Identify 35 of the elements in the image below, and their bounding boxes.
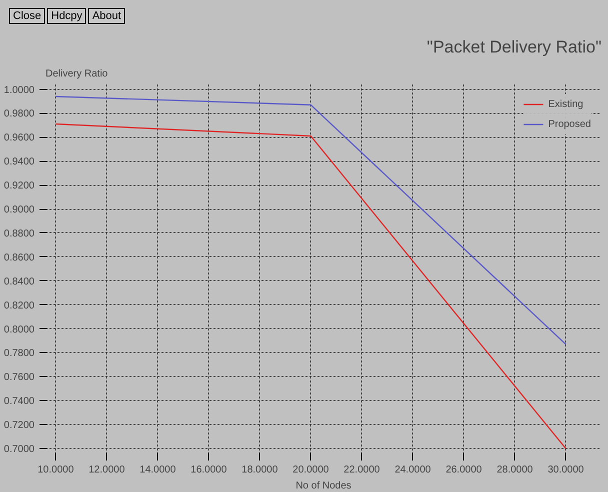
x-tick-label: 24.0000 xyxy=(394,464,432,476)
y-tick-label: 0.9200 xyxy=(4,180,35,192)
y-tick-label: 0.9000 xyxy=(4,204,35,216)
legend-label: Proposed xyxy=(548,118,591,130)
y-tick-label: 0.7400 xyxy=(4,396,35,408)
x-tick-label: 12.0000 xyxy=(88,464,126,476)
y-tick-label: 0.9400 xyxy=(4,156,35,168)
text: Close xyxy=(9,8,46,24)
y-tick-label: 0.8800 xyxy=(4,228,35,240)
legend-label: Existing xyxy=(548,98,584,110)
x-tick-label: 26.0000 xyxy=(446,464,482,476)
y-tick-label: 0.7600 xyxy=(4,372,35,384)
x-tick-label: 20.0000 xyxy=(292,464,330,476)
y-tick-label: 0.9800 xyxy=(4,108,35,120)
y-tick-label: 0.7800 xyxy=(4,348,35,360)
x-tick-label: 10.0000 xyxy=(38,464,74,476)
y-tick-label: 0.7200 xyxy=(4,420,35,432)
x-tick-label: 22.0000 xyxy=(344,464,380,476)
text: About xyxy=(88,8,126,24)
y-tick-label: 0.8600 xyxy=(4,252,35,264)
y-tick-label: 0.9600 xyxy=(4,132,35,144)
x-tick-label: 16.0000 xyxy=(190,464,228,476)
y-tick-label: 0.7000 xyxy=(4,444,35,456)
y-tick-label: 0.8000 xyxy=(4,324,35,336)
x-tick-label: 30.0000 xyxy=(548,464,584,476)
y-axis-title: Delivery Ratio xyxy=(46,68,108,80)
x-axis-title: No of Nodes xyxy=(296,480,352,492)
x-tick-label: 18.0000 xyxy=(242,464,278,476)
chart-title: "Packet Delivery Ratio" xyxy=(426,38,602,56)
y-tick-label: 0.8200 xyxy=(4,300,35,312)
y-tick-label: 1.0000 xyxy=(4,84,35,96)
y-tick-label: 0.8400 xyxy=(4,276,35,288)
x-tick-label: 14.0000 xyxy=(140,464,176,476)
x-tick-label: 28.0000 xyxy=(496,464,534,476)
text: Hdcpy xyxy=(47,8,86,24)
